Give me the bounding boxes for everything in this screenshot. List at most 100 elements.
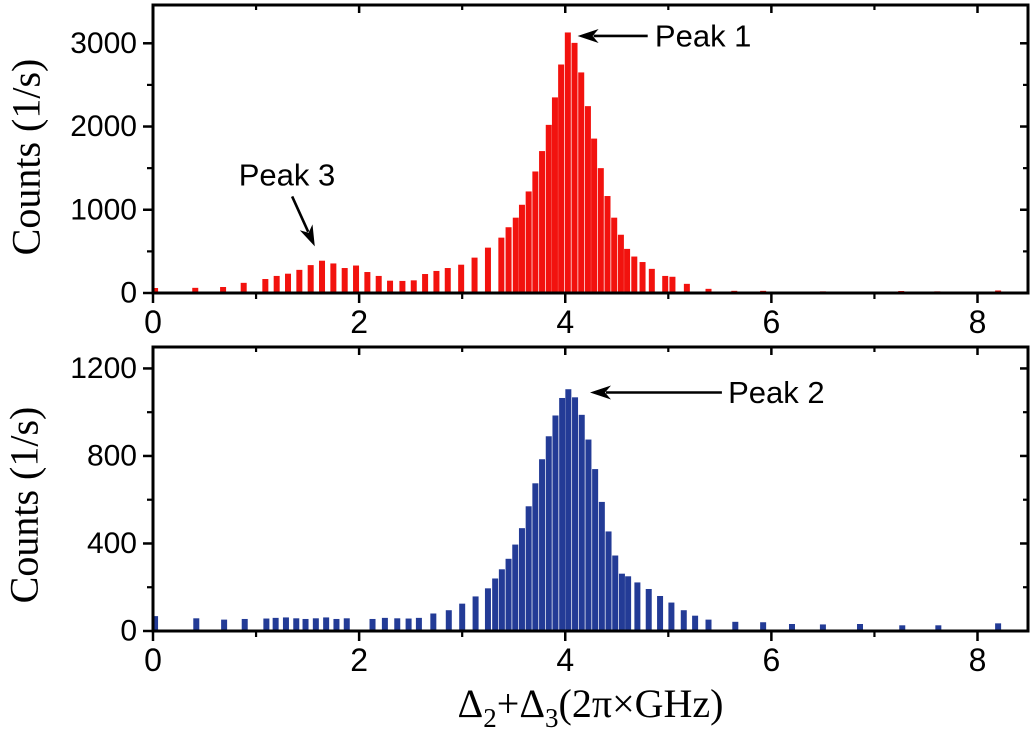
histogram-bar xyxy=(512,217,519,293)
histogram-bar xyxy=(484,588,491,631)
annotation-arrow-shaft xyxy=(290,195,310,233)
y-tick-label: 1200 xyxy=(70,352,137,385)
histogram-bar xyxy=(153,288,159,293)
histogram-bar xyxy=(680,610,687,631)
histogram-bar xyxy=(578,72,585,293)
histogram-bar xyxy=(410,280,417,293)
histogram-bar xyxy=(760,622,767,631)
histogram-bar xyxy=(612,555,619,631)
histogram-bar xyxy=(539,151,546,293)
histogram-bar xyxy=(645,588,652,631)
histogram-bar xyxy=(302,618,309,631)
histogram-bar xyxy=(193,618,200,631)
annotation-arrowhead xyxy=(299,224,315,247)
histogram-bar xyxy=(545,124,552,294)
x-tick-label: 4 xyxy=(556,642,574,678)
histogram-bar xyxy=(458,264,465,293)
histogram-bar xyxy=(518,528,525,631)
x-axis-title-subscript: 2 xyxy=(483,703,497,733)
histogram-bar xyxy=(505,227,512,293)
histogram-bar xyxy=(857,623,864,631)
histogram-bar xyxy=(505,558,512,631)
histogram-bar xyxy=(625,576,632,631)
histogram-bar xyxy=(604,196,611,293)
histogram-bar xyxy=(153,616,159,631)
annotation-arrowhead xyxy=(590,385,611,400)
histogram-bar xyxy=(518,204,525,293)
histogram-bar xyxy=(564,32,571,294)
x-axis-title-part: +Δ xyxy=(496,681,546,726)
histogram-bar xyxy=(611,217,618,293)
y-tick-label: 0 xyxy=(120,615,137,648)
x-tick-label: 8 xyxy=(969,304,987,340)
y-tick-label: 400 xyxy=(87,527,137,560)
annotation-peak-3: Peak 3 xyxy=(239,157,336,192)
histogram-bar xyxy=(571,42,578,293)
histogram-bar xyxy=(662,275,669,293)
histogram-bar xyxy=(624,248,631,293)
histogram-bar xyxy=(296,269,303,293)
histogram-bar xyxy=(353,265,360,293)
histogram-bar xyxy=(705,288,712,293)
histogram-bar xyxy=(272,617,279,631)
x-axis-title-part: (2π×GHz) xyxy=(558,681,724,726)
histogram-bar xyxy=(307,265,314,293)
histogram-bar xyxy=(732,621,739,631)
x-tick-label: 2 xyxy=(350,304,368,340)
histogram-bar xyxy=(394,618,401,631)
histogram-bar xyxy=(605,531,612,631)
histogram-bar xyxy=(512,544,519,631)
histogram-bar xyxy=(683,283,690,293)
histogram-bar xyxy=(995,623,1002,631)
x-tick-label: 4 xyxy=(556,304,574,340)
histogram-bar xyxy=(498,569,505,631)
histogram-bar xyxy=(572,397,579,631)
histogram-bar xyxy=(498,237,505,293)
histogram-bar xyxy=(422,274,429,293)
histogram-bar xyxy=(330,263,337,293)
histogram-bar xyxy=(584,106,591,293)
histogram-bar xyxy=(444,268,451,293)
histogram-bar xyxy=(545,436,552,631)
y-tick-label: 3000 xyxy=(70,27,137,60)
histogram-bar xyxy=(262,279,269,293)
histogram-bar xyxy=(558,64,565,293)
x-axis-title-subscript: 3 xyxy=(545,703,559,733)
histogram-bar xyxy=(705,619,712,631)
histogram-bar xyxy=(692,615,699,631)
histogram-bar xyxy=(192,287,199,293)
histogram-bar xyxy=(312,618,319,631)
histogram-bar xyxy=(492,578,499,631)
histogram-bar xyxy=(597,168,604,293)
x-axis-title: Δ2+Δ3(2π×GHz) xyxy=(153,680,1028,732)
histogram-bar xyxy=(387,280,394,293)
x-tick-label: 8 xyxy=(969,642,987,678)
histogram-bar xyxy=(591,138,598,293)
histogram-bar xyxy=(935,625,942,631)
histogram-bar xyxy=(592,469,599,631)
histogram-bar xyxy=(241,618,248,631)
x-tick-label: 0 xyxy=(144,642,162,678)
histogram-bar xyxy=(285,273,292,293)
bottom-histogram-frame xyxy=(151,345,1030,633)
histogram-bar xyxy=(788,623,795,631)
y-tick-label: 2000 xyxy=(70,110,137,143)
histogram-bar xyxy=(381,617,388,631)
histogram-bar xyxy=(578,414,585,631)
histogram-bar xyxy=(293,618,300,631)
histogram-bar xyxy=(430,613,437,631)
histogram-bar xyxy=(525,191,532,293)
histogram-bar xyxy=(899,625,906,631)
histogram-bar xyxy=(484,247,491,293)
histogram-bar xyxy=(364,272,371,293)
histogram-bar xyxy=(565,389,572,631)
histogram-bar xyxy=(585,439,592,631)
annotation-peak-2: Peak 2 xyxy=(728,375,825,410)
histogram-bar xyxy=(319,260,326,293)
histogram-bar xyxy=(559,397,566,631)
histogram-bar xyxy=(618,573,625,631)
histogram-bar xyxy=(669,276,676,293)
histogram-bar xyxy=(273,275,280,293)
